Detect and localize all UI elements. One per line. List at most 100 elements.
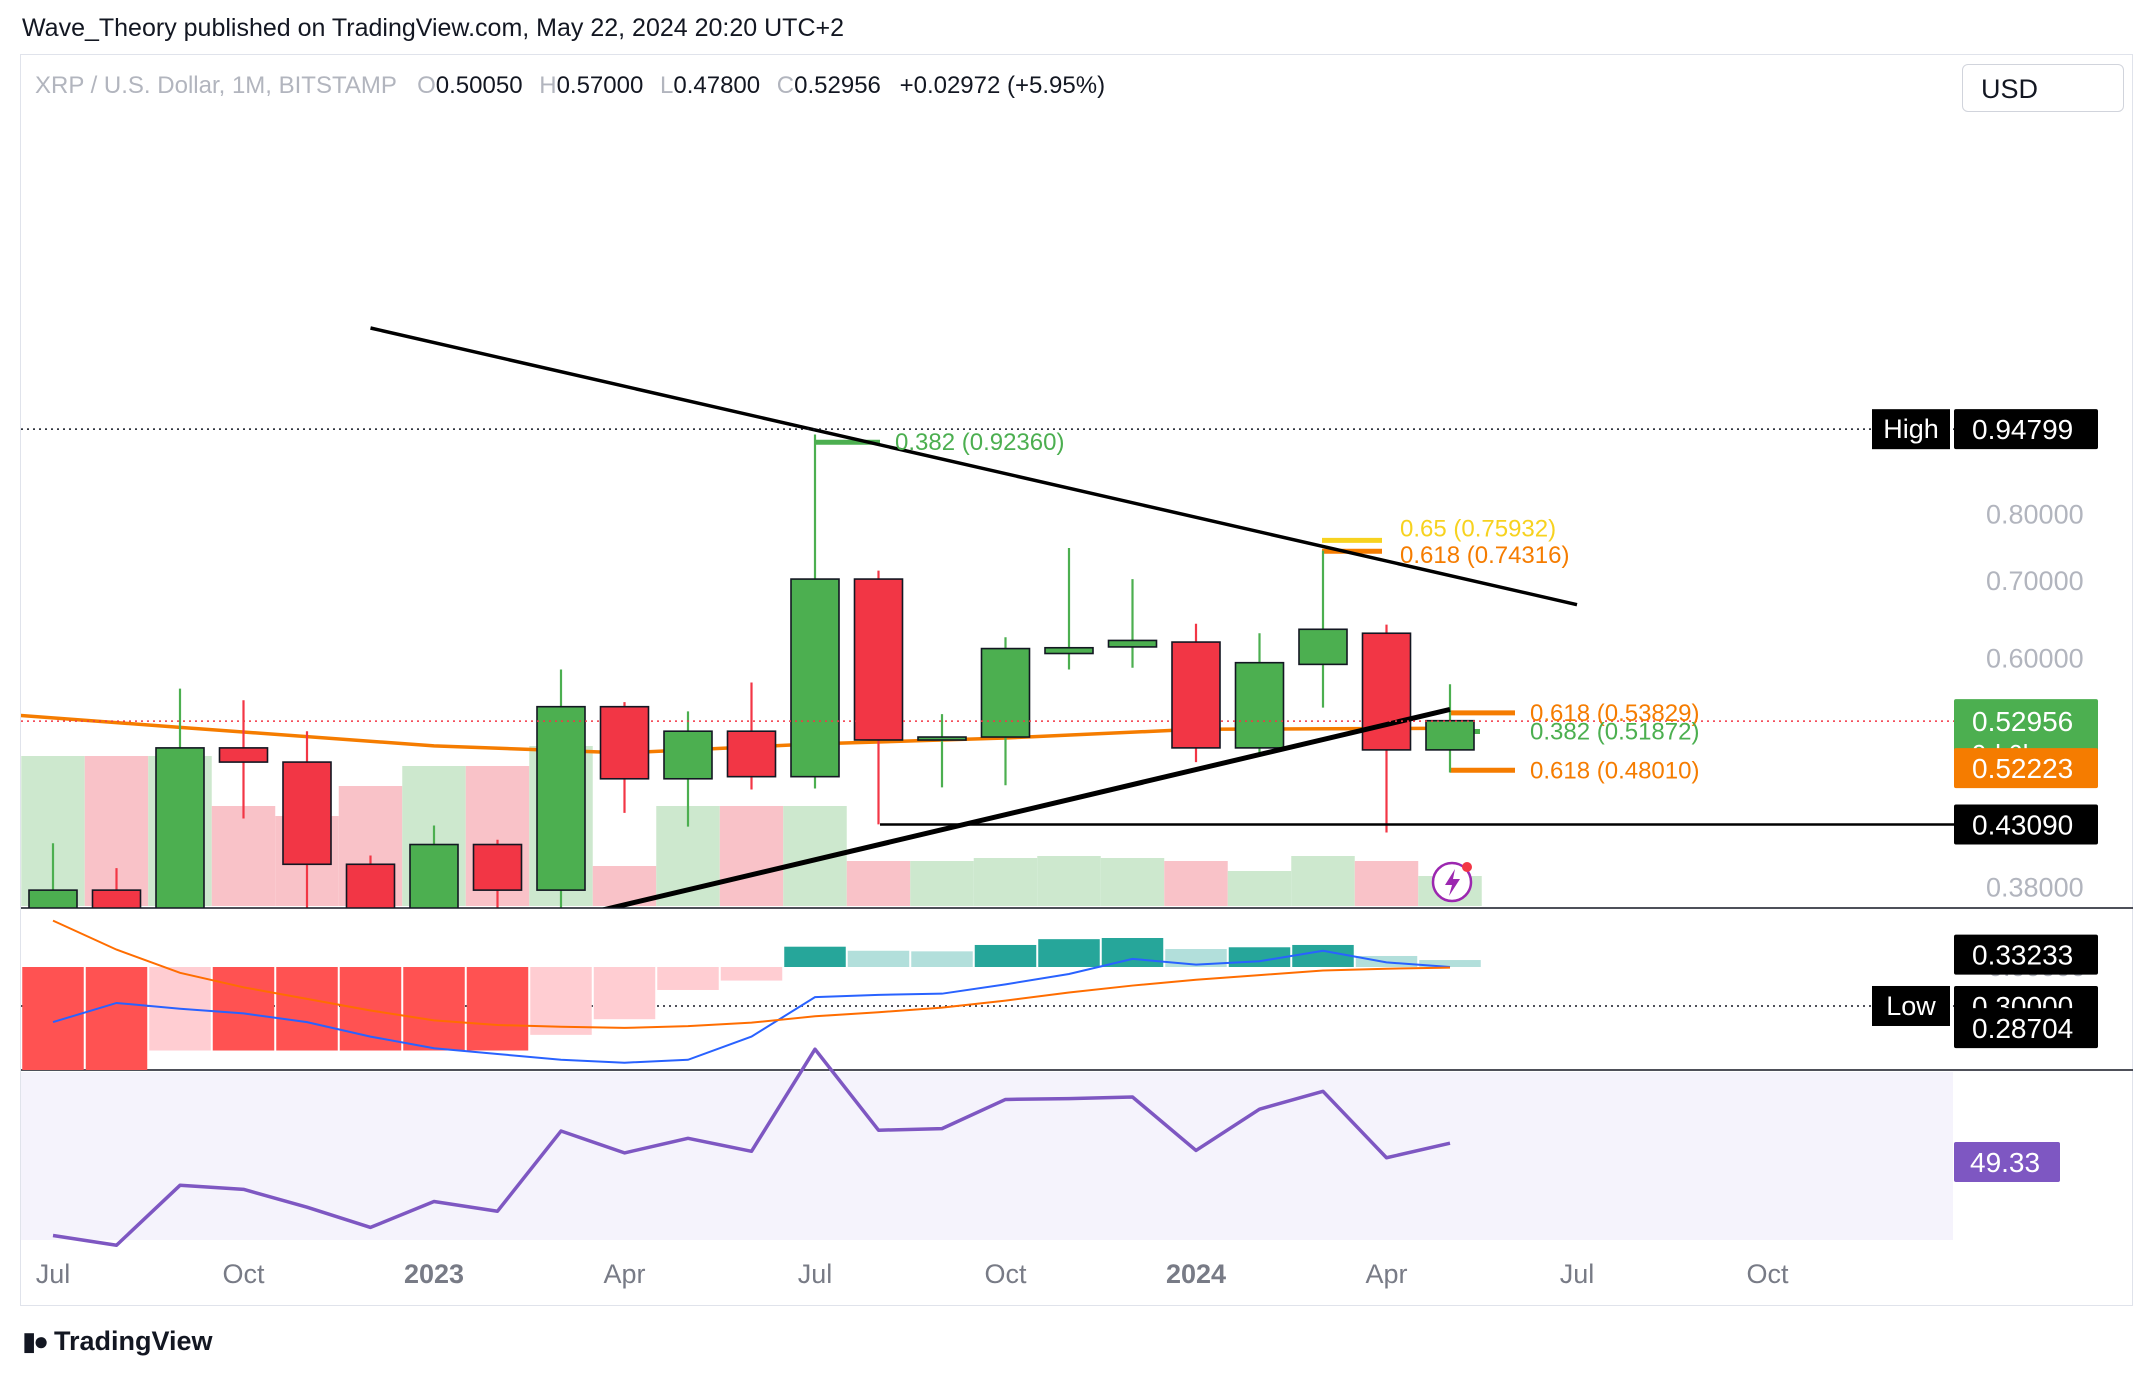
tradingview-brand[interactable]: ▮● TradingView xyxy=(22,1326,213,1357)
open-label: O xyxy=(417,72,436,99)
rsi-line xyxy=(52,1047,1451,1247)
chart-frame xyxy=(20,54,2133,1306)
candle[interactable] xyxy=(345,855,396,956)
volume-band xyxy=(211,806,276,906)
x-tick-label: 2024 xyxy=(1166,1259,1226,1289)
symbol-label: XRP / U.S. Dollar, 1M, BITSTAMP xyxy=(35,72,396,99)
support-tag: 0.43090 xyxy=(1954,804,2098,845)
fib-level-label: 0.382 (0.92360) xyxy=(895,429,1064,456)
volume-band xyxy=(1164,861,1228,906)
candle[interactable] xyxy=(536,669,586,914)
trendline-descending[interactable] xyxy=(370,326,1578,607)
x-tick-label: Jul xyxy=(798,1259,833,1289)
candle[interactable] xyxy=(1171,623,1221,763)
macd-histogram-bar xyxy=(847,950,910,967)
macd-histogram-bar xyxy=(339,967,402,1051)
candle-body xyxy=(282,761,332,866)
candle[interactable] xyxy=(282,731,332,947)
candle[interactable] xyxy=(1298,550,1348,708)
x-tick-label: Oct xyxy=(222,1259,265,1289)
candle-body xyxy=(91,889,142,908)
candle[interactable] xyxy=(155,688,205,977)
lightning-icon[interactable] xyxy=(1431,861,1473,903)
ohlc-legend: XRP / U.S. Dollar, 1M, BITSTAMP O0.50050… xyxy=(35,72,1105,99)
ema-line xyxy=(21,713,1451,755)
high-tag-value: 0.94799 xyxy=(1972,414,2073,445)
rsi-tag: 49.33 xyxy=(1954,1142,2060,1182)
candle[interactable] xyxy=(91,868,142,977)
brand-label: TradingView xyxy=(54,1326,213,1356)
candle[interactable] xyxy=(599,702,650,813)
macd-panel xyxy=(22,919,1481,1070)
candle[interactable] xyxy=(409,825,459,1000)
support-tag-value: 0.33233 xyxy=(1972,940,2073,971)
candle[interactable] xyxy=(790,434,840,789)
candle-body xyxy=(980,647,1031,738)
currency-button[interactable]: USD xyxy=(1962,64,2124,112)
candle-layer xyxy=(28,434,1475,1014)
candle[interactable] xyxy=(28,843,78,1014)
volume-band xyxy=(973,858,1038,906)
fib-labels: 0.382 (0.92360) 0.65 (0.75932)0.618 (0.74… xyxy=(895,429,1699,784)
rsi-value: 49.33 xyxy=(1970,1147,2040,1178)
macd-histogram-bar xyxy=(657,967,719,990)
ema-value: 0.52223 xyxy=(1972,753,2073,784)
candle-body xyxy=(155,747,205,908)
macd-histogram-bar xyxy=(593,967,656,1020)
candle[interactable] xyxy=(1425,684,1475,773)
rsi-panel xyxy=(52,1047,1451,1247)
macd-line xyxy=(52,949,1451,1064)
change-value: +0.02972 (+5.95%) xyxy=(900,72,1106,99)
candle[interactable] xyxy=(853,570,904,825)
candle-body xyxy=(1044,646,1094,655)
low-value: 0.47800 xyxy=(673,72,760,99)
candle-body xyxy=(1298,628,1348,666)
fib-level-label: 0.382 (0.51872) xyxy=(1530,718,1699,745)
volume-band xyxy=(1037,856,1101,906)
macd-histogram-bar xyxy=(530,967,592,1035)
candle-body xyxy=(409,843,459,908)
reference-lines xyxy=(21,428,1960,1007)
macd-histogram-bar xyxy=(784,946,846,967)
support-tag-value: 0.28704 xyxy=(1972,1013,2073,1044)
support-tag: 0.28704 xyxy=(1954,1008,2098,1049)
candle-body xyxy=(345,863,396,908)
high-tag: High 0.94799 xyxy=(1872,409,2098,450)
macd-histogram-bar xyxy=(1038,939,1100,967)
candle[interactable] xyxy=(980,637,1031,786)
candle-body xyxy=(599,705,650,780)
macd-histogram-bar xyxy=(720,967,783,981)
rsi-band xyxy=(21,1072,1953,1240)
candle[interactable] xyxy=(917,714,967,788)
candle[interactable] xyxy=(726,682,777,790)
macd-histogram-bar xyxy=(22,967,84,1070)
close-value: 0.52956 xyxy=(794,72,881,99)
candle[interactable] xyxy=(1044,547,1094,670)
candle[interactable] xyxy=(663,711,713,827)
macd-histogram-bar xyxy=(1101,938,1164,967)
trendline-ascending[interactable] xyxy=(0,707,1451,1055)
candle[interactable] xyxy=(1107,579,1158,668)
volume-band xyxy=(1227,871,1292,906)
macd-histogram-bar xyxy=(276,967,338,1051)
candle-body xyxy=(1361,632,1412,751)
high-label: H xyxy=(539,72,556,99)
open-value: 0.50050 xyxy=(436,72,523,99)
trendline-layer xyxy=(0,326,1960,1055)
low-label: L xyxy=(660,72,673,99)
candle-body xyxy=(1234,661,1285,749)
x-axis: Jul Oct 2023 Apr Jul Oct 2024 Apr Jul Oct xyxy=(36,1259,1789,1289)
fib-level-label: 0.65 (0.75932) xyxy=(1400,515,1556,542)
low-tag-label: Low xyxy=(1886,991,1936,1021)
fib-level-label: 0.618 (0.74316) xyxy=(1400,542,1569,569)
candle[interactable] xyxy=(1234,633,1285,756)
macd-histogram-bar xyxy=(911,951,973,967)
x-tick-label: 2023 xyxy=(404,1259,464,1289)
fib-level-label: 0.618 (0.53829) xyxy=(1530,700,1699,727)
candle[interactable] xyxy=(218,700,269,819)
last-price-value: 0.52956 xyxy=(1972,706,2073,737)
candle[interactable] xyxy=(472,839,523,918)
macd-histogram-bar xyxy=(85,967,148,1070)
y-tick-label: 0.38000 xyxy=(1986,872,2084,902)
